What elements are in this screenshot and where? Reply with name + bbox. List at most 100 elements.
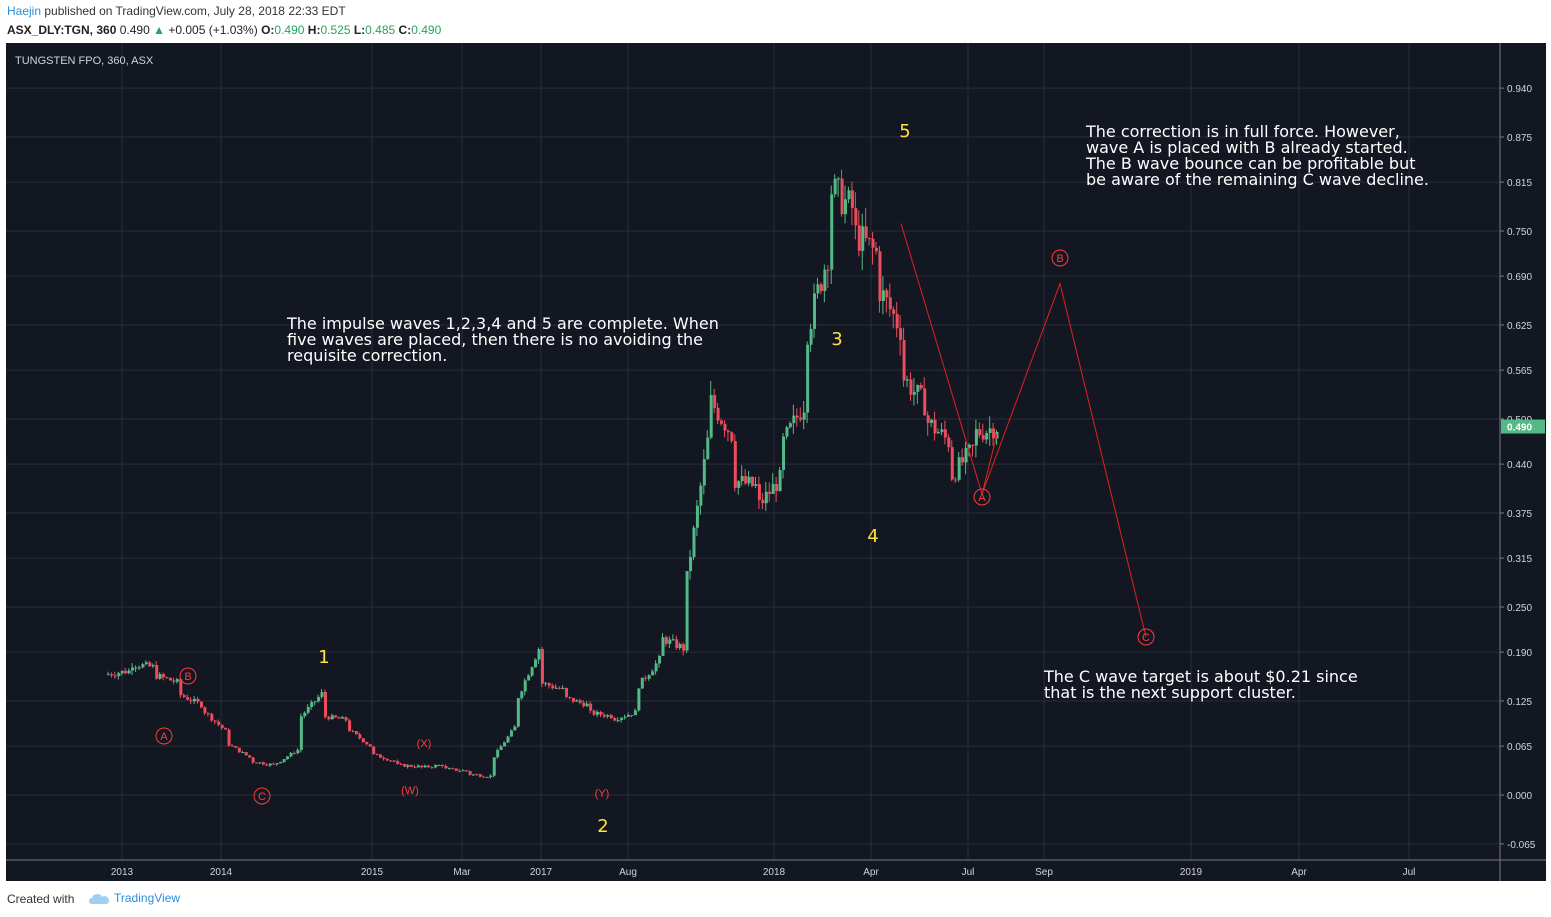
target-note-line: The C wave target is about $0.21 since <box>1044 667 1358 686</box>
chart-title: TUNGSTEN FPO, 360, ASX <box>15 55 154 67</box>
y-tick-label: 0.315 <box>1507 554 1532 565</box>
chart-area[interactable]: 0.9400.8750.8150.7500.6900.6250.5650.500… <box>6 43 1546 881</box>
candle-body <box>954 479 958 481</box>
candle-body <box>585 703 589 707</box>
candle-body <box>885 290 889 298</box>
candle-body <box>775 483 779 492</box>
candle-body <box>644 677 648 679</box>
candle-body <box>148 662 152 667</box>
candle-body <box>875 247 879 252</box>
candle-body <box>523 680 527 692</box>
candle-body <box>568 696 572 698</box>
candle-body <box>444 765 448 769</box>
candle-body <box>382 757 386 760</box>
author-link[interactable]: Haejin <box>7 4 42 18</box>
candle-body <box>757 484 761 500</box>
publish-line: Haejin published on TradingView.com, Jul… <box>7 4 346 18</box>
x-tick-label: Sep <box>1035 867 1053 878</box>
close-label: C: <box>398 23 412 37</box>
candle-body <box>172 680 176 682</box>
candle-body <box>275 763 279 765</box>
circle-label: A <box>160 731 168 743</box>
candle-body <box>358 734 362 739</box>
candle-body <box>813 293 817 329</box>
candle-body <box>606 715 610 717</box>
candle-body <box>850 190 854 209</box>
candle-body <box>244 752 248 756</box>
projection-line <box>981 281 1147 638</box>
candle-body <box>551 685 555 689</box>
candle-body <box>234 746 238 748</box>
candle-body <box>279 761 283 764</box>
candle-body <box>919 385 923 389</box>
candle-body <box>840 178 844 215</box>
candle-body <box>520 691 524 699</box>
price-chart[interactable]: 0.9400.8750.8150.7500.6900.6250.5650.500… <box>6 43 1546 881</box>
candle-body <box>503 742 507 747</box>
candle-body <box>868 238 872 240</box>
candle-body <box>909 379 913 395</box>
candle-body <box>899 328 903 340</box>
footer: Created with TradingView <box>0 884 1551 917</box>
candle-body <box>685 571 689 651</box>
circle-label-ring <box>179 667 197 685</box>
candle-body <box>227 729 231 746</box>
candle-body <box>737 481 741 488</box>
x-tick-label: 2013 <box>111 867 134 878</box>
candle-body <box>699 485 703 506</box>
x-tick-label: Apr <box>1291 867 1307 878</box>
y-tick-label: 0.690 <box>1507 272 1532 283</box>
candle-body <box>589 703 593 711</box>
candle-body <box>816 284 820 294</box>
candle-body <box>182 695 186 697</box>
candle-body <box>310 702 314 708</box>
candle-body <box>251 757 255 763</box>
candle-body <box>451 768 455 770</box>
candle-body <box>189 699 193 702</box>
candle-body <box>237 747 241 753</box>
candle-body <box>361 738 365 743</box>
last-price-marker <box>1501 419 1545 434</box>
candle-body <box>162 674 166 678</box>
candle-body <box>658 655 662 664</box>
y-tick-label: 0.815 <box>1507 178 1532 189</box>
candle-body <box>964 447 968 463</box>
candle-body <box>764 491 768 504</box>
candle-body <box>365 742 369 745</box>
candle-body <box>854 208 858 226</box>
candle-body <box>768 491 772 494</box>
candle-body <box>678 644 682 649</box>
candle-body <box>461 770 465 772</box>
candle-body <box>682 644 686 651</box>
circle-label-ring <box>253 787 271 805</box>
candle-body <box>224 727 228 730</box>
candle-body <box>193 698 197 702</box>
candle-body <box>368 744 372 747</box>
candle-body <box>516 698 520 727</box>
candle-body <box>458 770 462 772</box>
candle-body <box>127 670 131 674</box>
candle-body <box>974 429 978 446</box>
candle-body <box>912 391 916 395</box>
candle-body <box>530 667 534 676</box>
candle-body <box>268 763 272 766</box>
tradingview-link[interactable]: TradingView <box>88 891 180 905</box>
last-price: 0.490 <box>119 23 150 37</box>
candle-body <box>475 774 479 776</box>
tradingview-brand[interactable]: TradingView <box>114 891 181 905</box>
candle-body <box>413 766 417 768</box>
open-value: 0.490 <box>274 23 305 37</box>
candle-body <box>565 687 569 697</box>
candle-body <box>647 675 651 679</box>
open-label: O: <box>261 23 275 37</box>
candle-body <box>830 194 834 270</box>
x-tick-label: Jul <box>1403 867 1416 878</box>
candle-body <box>620 717 624 720</box>
candle-body <box>819 284 823 291</box>
candle-body <box>506 736 510 743</box>
candle-body <box>454 768 458 771</box>
candle-body <box>196 698 200 702</box>
ohlc-line: ASX_DLY:TGN, 360 0.490 ▲ +0.005 (+1.03%)… <box>7 23 441 37</box>
candle-body <box>272 763 276 765</box>
y-tick-label: 0.440 <box>1507 460 1532 471</box>
